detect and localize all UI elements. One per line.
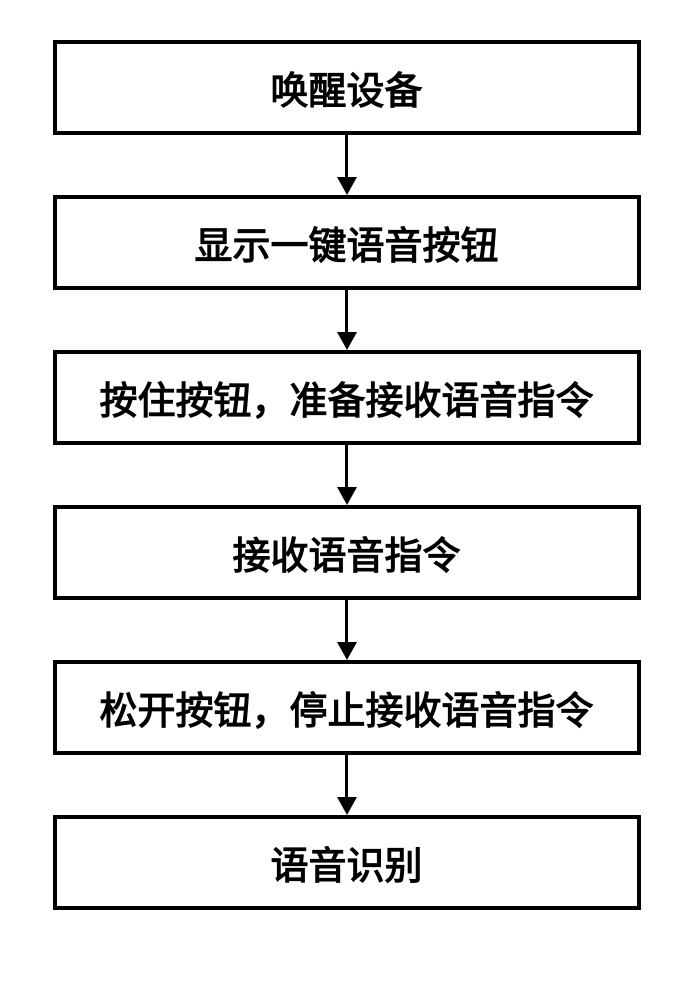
arrow-line: [345, 755, 348, 797]
arrow-head-icon: [337, 332, 357, 350]
arrow-line: [345, 445, 348, 487]
flow-arrow: [337, 755, 357, 815]
flow-arrow: [337, 445, 357, 505]
flow-step-label: 语音识别: [270, 835, 422, 890]
arrow-head-icon: [337, 797, 357, 815]
flow-step-3: 按住按钮，准备接收语音指令: [53, 350, 641, 445]
flow-step-2: 显示一键语音按钮: [53, 195, 641, 290]
flow-step-label: 按住按钮，准备接收语音指令: [99, 370, 593, 425]
flow-step-1: 唤醒设备: [53, 40, 641, 135]
flow-step-label: 显示一键语音按钮: [194, 215, 498, 270]
arrow-line: [345, 290, 348, 332]
flow-step-4: 接收语音指令: [53, 505, 641, 600]
arrow-head-icon: [337, 487, 357, 505]
flow-arrow: [337, 290, 357, 350]
arrow-head-icon: [337, 177, 357, 195]
flow-step-5: 松开按钮，停止接收语音指令: [53, 660, 641, 755]
arrow-head-icon: [337, 642, 357, 660]
flow-step-label: 松开按钮，停止接收语音指令: [99, 680, 593, 735]
flow-step-label: 接收语音指令: [232, 525, 460, 580]
flow-arrow: [337, 135, 357, 195]
flow-arrow: [337, 600, 357, 660]
flow-step-6: 语音识别: [53, 815, 641, 910]
arrow-line: [345, 135, 348, 177]
arrow-line: [345, 600, 348, 642]
flow-step-label: 唤醒设备: [270, 60, 422, 115]
